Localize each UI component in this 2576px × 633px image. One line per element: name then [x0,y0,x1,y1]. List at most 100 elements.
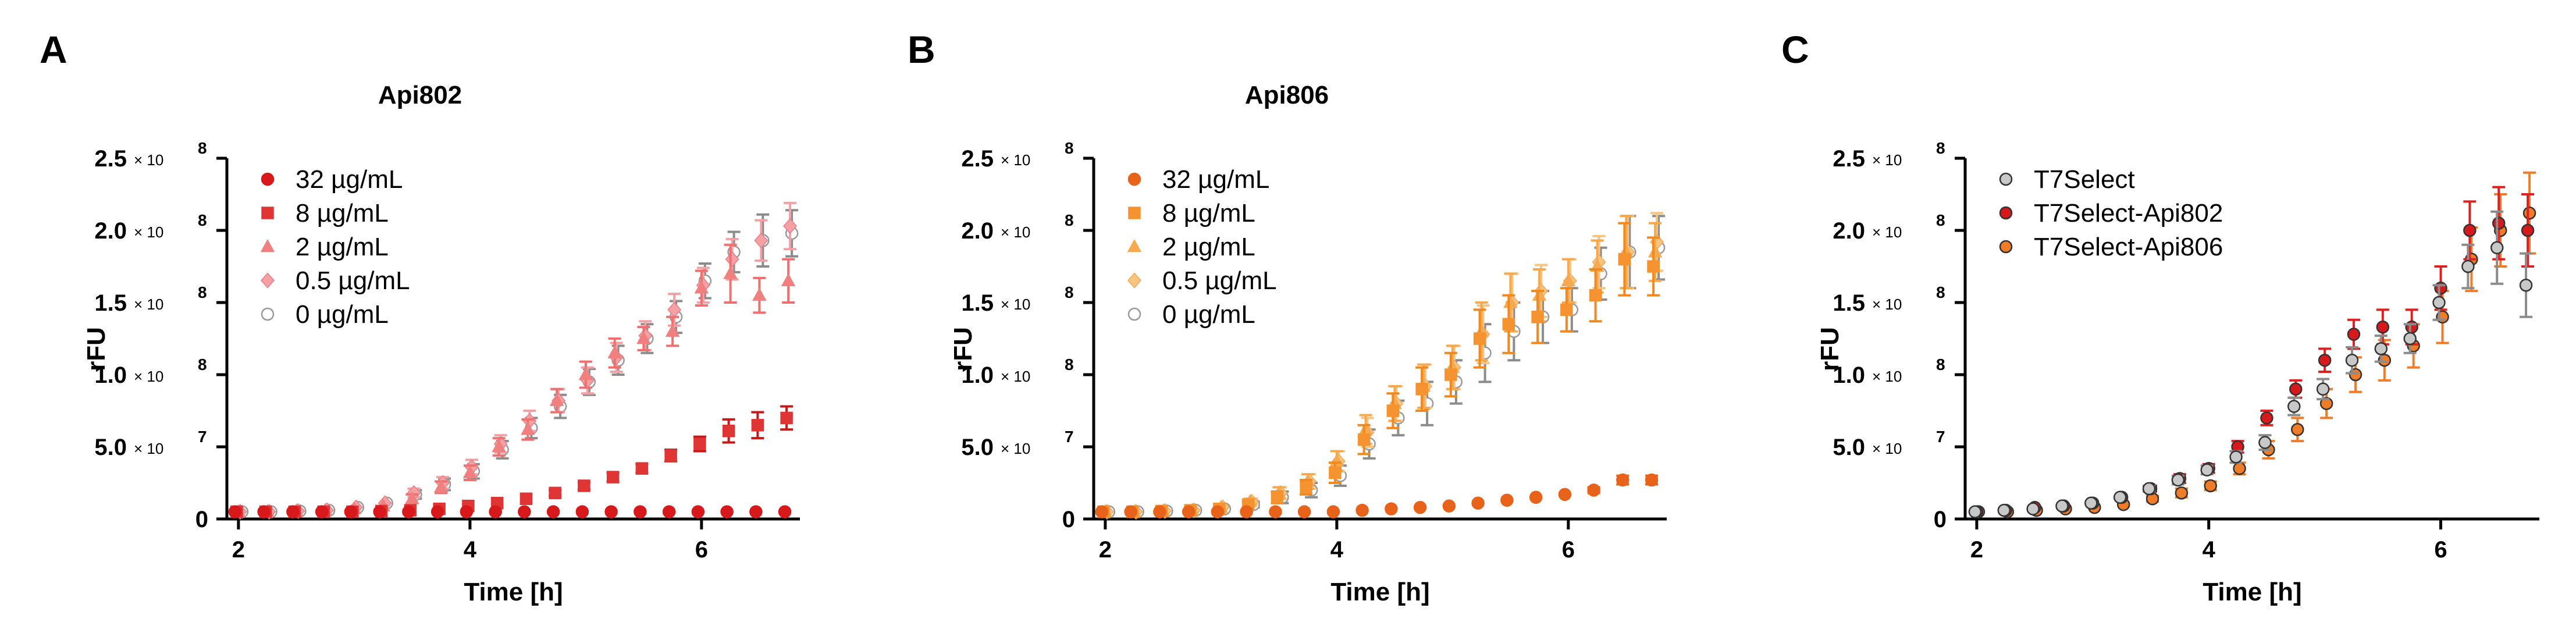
data-point [2463,223,2477,237]
legend-label: 0 µg/mL [296,300,389,329]
data-point [518,505,531,518]
data-point [2316,382,2330,396]
data-point [754,232,768,248]
x-tick-label: 2 [1099,537,1112,563]
data-point [2233,461,2246,475]
y-tick-times: × 10 [1872,223,1902,241]
data-point [607,345,622,359]
data-point [2204,479,2217,493]
data-point [430,505,444,518]
data-point [722,424,735,438]
data-point [1271,491,1284,504]
data-point [520,492,533,506]
y-tick-times: × 10 [134,223,163,241]
legend: 32 µg/mL 8 µg/mL 2 µg/mL 0.5 µg/mL 0 µg/mL [260,165,410,329]
y-tick-times: × 10 [1001,368,1030,385]
data-point [402,505,415,518]
data-point [1095,505,1109,518]
data-point [2175,486,2189,500]
legend-marker [1999,240,2013,254]
panel-letter: B [908,28,935,71]
x-tick-label: 6 [695,537,708,563]
data-point [1561,273,1576,287]
y-axis-label: rFU [1816,327,1844,371]
legend-marker [261,172,275,186]
chart-title: Api802 [378,81,462,109]
data-point [1647,260,1660,273]
data-point [1616,473,1629,487]
x-axis-label: Time [h] [2203,578,2301,606]
data-point [578,367,593,380]
data-point [2405,320,2418,334]
data-point [2376,320,2390,334]
data-point [1444,368,1457,381]
legend-marker [1127,239,1142,253]
legend-label: 0 µg/mL [1162,300,1255,329]
data-point [1211,505,1225,518]
data-point [1415,383,1428,396]
panel-A: A Api802 2 4 6 0 5.0 × 10 7 1.0 × 10 8 1.5 × 10 8 2.0 × … [40,28,800,606]
y-tick-times: × 10 [1001,151,1030,169]
x-tick-label: 4 [1330,537,1344,563]
data-point [1997,503,2011,517]
data-point [575,505,589,518]
data-point [606,471,620,483]
legend-marker [261,307,275,321]
panel-letter: A [40,28,67,71]
y-tick-exponent: 8 [198,283,207,301]
panel-B: B Api806 2 4 6 0 5.0 × 10 7 1.0 × 10 8 1.5 × 10 8 2.0 × … [908,28,1667,606]
y-tick-mantissa: 2.5 [961,146,994,172]
y-tick-times: × 10 [134,296,163,313]
y-tick-mantissa: 1.5 [961,290,994,316]
data-point [1413,500,1427,514]
series-1 [230,405,794,518]
data-point [489,505,502,518]
y-tick-exponent: 8 [1065,211,1074,229]
data-point [2434,281,2447,295]
y-tick-mantissa: 2.0 [94,218,127,244]
data-point [2026,502,2040,515]
y-tick-mantissa: 0 [195,507,208,532]
data-point [1385,502,1398,515]
y-tick-times: × 10 [1872,151,1902,169]
y-tick-mantissa: 1.0 [94,362,127,388]
legend-label: T7Select-Api806 [2034,233,2223,261]
y-tick-exponent: 8 [1936,355,1945,374]
data-point [1532,287,1547,301]
data-point [546,505,560,518]
data-point [2492,216,2506,230]
y-tick-mantissa: 2.5 [94,146,127,172]
legend-label: T7Select-Api802 [2034,199,2223,227]
x-tick-label: 6 [1562,537,1575,563]
data-point [693,438,706,450]
legend-marker [261,207,274,219]
data-point [1529,490,1543,504]
legend-label: 2 µg/mL [296,233,389,261]
data-point [2287,400,2301,413]
data-point [1386,404,1400,417]
legend-label: 0.5 µg/mL [296,266,410,295]
data-point [2142,482,2156,496]
data-point [1300,481,1312,494]
legend-marker [1127,307,1141,321]
data-point [1589,289,1602,302]
y-tick-mantissa: 5.0 [1833,435,1865,460]
y-tick-mantissa: 1.5 [94,290,127,316]
data-point [1355,503,1369,517]
data-point [636,330,651,344]
data-point [749,505,763,518]
y-tick-times: × 10 [1872,368,1902,385]
data-point [2374,342,2388,355]
y-tick-times: × 10 [134,368,163,385]
y-tick-mantissa: 5.0 [961,435,994,460]
data-point [433,479,449,493]
x-tick-label: 4 [2203,537,2216,563]
legend: T7Select T7Select-Api802 T7Select-Api806 [1999,165,2223,261]
data-point [1124,505,1137,518]
legend-label: 2 µg/mL [1162,233,1255,261]
y-tick-mantissa: 1.5 [1833,290,1865,316]
data-point [1182,505,1196,518]
x-axis-label: Time [h] [1330,578,1429,606]
legend-marker [1999,206,2013,220]
data-point [1558,488,1572,502]
